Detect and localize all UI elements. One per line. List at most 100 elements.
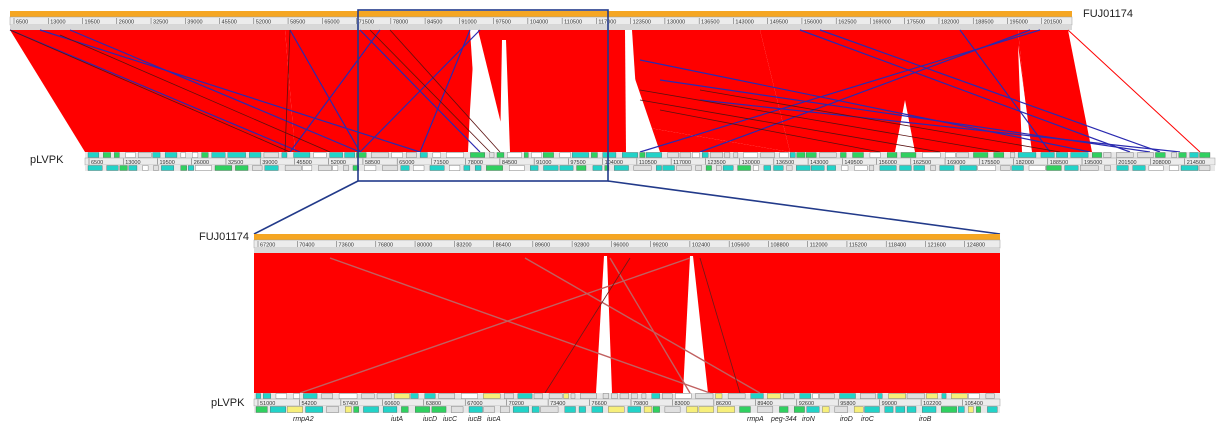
gene-feature	[591, 406, 604, 413]
gene-feature	[922, 406, 937, 413]
gene-feature	[153, 165, 159, 171]
gene-feature	[698, 406, 714, 413]
match-block	[285, 30, 478, 152]
gene-feature	[884, 406, 894, 413]
zoom-selection-box	[357, 9, 609, 182]
gene-feature	[263, 393, 271, 399]
ruler-tick-label: 63800	[426, 401, 441, 407]
bottom-ruler-ticks: 6500 13000 19500 26000 32500 39000 45500 52000 5…	[88, 158, 1205, 166]
gap	[596, 256, 612, 393]
gene-feature	[1040, 152, 1055, 158]
gene-feature	[180, 152, 186, 158]
gene-feature	[763, 165, 771, 171]
gene-feature	[563, 393, 569, 399]
ruler-tick-label: 26000	[119, 20, 134, 26]
gene-feature	[345, 406, 352, 413]
gap	[468, 30, 478, 152]
gene-feature	[483, 406, 495, 413]
gene-feature	[1171, 152, 1177, 158]
gene-feature	[432, 152, 441, 158]
gene-feature	[773, 165, 784, 171]
ruler-tick-label: 58500	[290, 20, 305, 26]
ruler-tick-label: 39000	[262, 160, 277, 166]
gene-feature	[895, 406, 906, 413]
gene-feature	[393, 393, 410, 399]
zoom-connector-right	[607, 180, 1001, 235]
gene-feature	[1169, 165, 1179, 171]
ruler-tick-label: 162500	[838, 20, 856, 26]
bottom-features-upper	[87, 152, 1211, 158]
ruler-tick-label: 169000	[872, 20, 890, 26]
gene-feature	[1155, 152, 1166, 158]
zoom-panel: 67200 70400 73600 76800 80000 83200 86400 89600…	[253, 234, 1001, 413]
ruler-tick-label: 105600	[731, 243, 749, 249]
ruler-tick-label: 104000	[530, 20, 548, 26]
top-gaps	[468, 30, 1032, 152]
ruler-tick-label: 214500	[1187, 160, 1205, 166]
gene-label-iutA: iutA	[391, 416, 404, 423]
gene-feature	[255, 406, 268, 413]
ruler-tick-label: 110500	[564, 20, 582, 26]
ruler-tick-label: 76800	[378, 243, 393, 249]
gene-feature	[438, 393, 456, 399]
gene-feature	[1116, 165, 1129, 171]
gene-feature	[652, 406, 660, 413]
gene-feature	[463, 165, 471, 171]
zoom-dark-lines	[544, 257, 741, 394]
gene-feature	[753, 165, 759, 171]
gene-feature	[906, 406, 917, 413]
gene-feature	[944, 152, 956, 158]
gene-feature	[180, 165, 187, 171]
gene-feature	[968, 393, 980, 399]
gene-feature	[602, 393, 609, 399]
zoom-connector-left	[253, 180, 359, 235]
top-genome-label: FUJ01174	[1083, 8, 1133, 20]
ruler-tick-label: 195000	[1009, 20, 1027, 26]
ruler-tick-label: 84500	[427, 20, 442, 26]
gene-feature	[410, 393, 419, 399]
gene-feature	[489, 152, 495, 158]
gene-feature	[715, 393, 723, 399]
gene-feature	[188, 165, 194, 171]
gene-feature	[852, 152, 864, 158]
gene-feature	[128, 165, 138, 171]
gene-feature	[470, 152, 485, 158]
gene-feature	[662, 393, 673, 399]
gene-feature	[580, 393, 597, 399]
gene-feature	[286, 406, 303, 413]
gene-feature	[468, 406, 483, 413]
gene-feature	[930, 165, 936, 171]
ruler-tick-label: 104000	[605, 160, 623, 166]
gene-feature	[413, 165, 425, 171]
ruler-tick-label: 39000	[187, 20, 202, 26]
gene-feature	[1116, 152, 1134, 158]
gene-feature	[504, 393, 514, 399]
gene-feature	[913, 165, 925, 171]
gene-feature	[940, 406, 957, 413]
gene-feature	[517, 393, 533, 399]
ruler-tick-label: 80000	[417, 243, 432, 249]
gene-feature	[321, 393, 333, 399]
gene-feature	[664, 406, 681, 413]
ruler-tick-label: 13000	[50, 20, 65, 26]
gene-feature	[142, 165, 149, 171]
ruler-tick-label: 6500	[91, 160, 103, 166]
gap	[500, 40, 510, 152]
gene-feature	[1064, 165, 1079, 171]
gene-feature	[137, 152, 152, 158]
gene-feature	[195, 165, 212, 171]
ruler-tick-label: 175500	[981, 160, 999, 166]
gene-feature	[235, 165, 249, 171]
gene-feature	[400, 165, 410, 171]
gene-feature	[695, 393, 714, 399]
gene-feature	[152, 152, 161, 158]
gene-feature	[578, 406, 586, 413]
gene-feature	[737, 165, 751, 171]
ruler-tick-label: 149500	[844, 160, 862, 166]
gene-label-rmpA: rmpA	[747, 416, 764, 423]
gene-feature	[662, 165, 675, 171]
gene-feature	[622, 152, 638, 158]
zoom-contig-bar	[254, 234, 1000, 240]
gene-feature	[1104, 165, 1111, 171]
ruler-tick-label: 54200	[301, 401, 316, 407]
